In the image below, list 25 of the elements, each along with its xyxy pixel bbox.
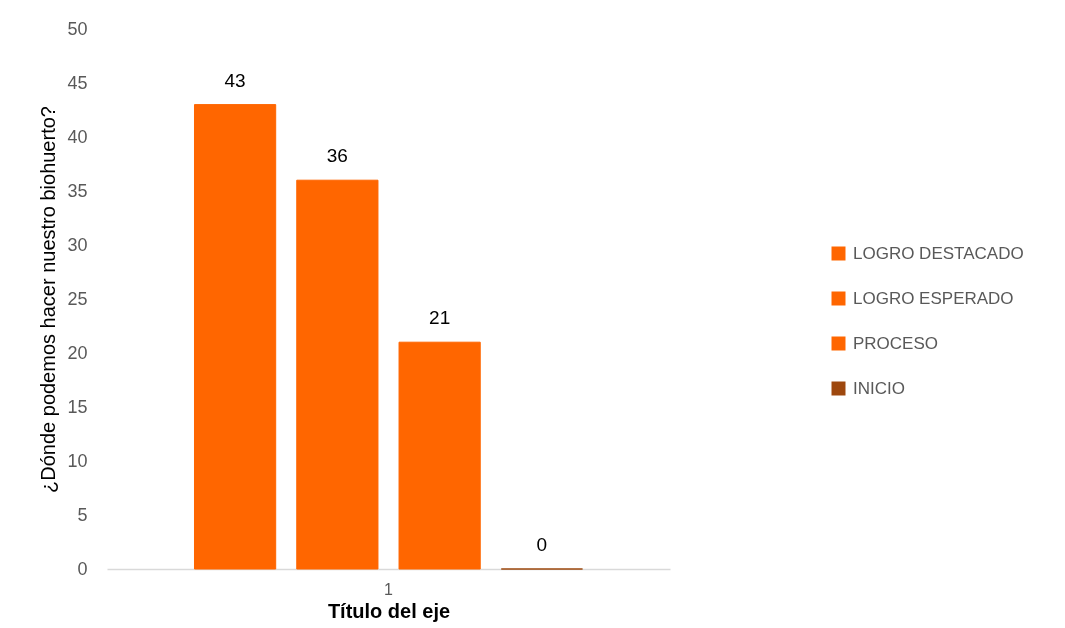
bar xyxy=(296,179,379,570)
y-tick-label: 35 xyxy=(67,180,88,201)
bar xyxy=(398,341,481,570)
y-tick-label: 30 xyxy=(67,234,88,255)
y-tick-label: 50 xyxy=(67,18,88,39)
y-tick-label: 15 xyxy=(67,396,88,417)
data-label: 0 xyxy=(536,534,548,555)
data-label: 21 xyxy=(429,307,451,329)
y-tick-label: 40 xyxy=(67,126,88,147)
legend-label: LOGRO ESPERADO xyxy=(853,288,1014,308)
y-tick-label: 20 xyxy=(67,342,88,363)
data-label: 43 xyxy=(224,69,246,91)
y-axis-title: ¿Dónde podemos hacer nuestro biohuerto? xyxy=(37,106,60,493)
y-tick-label: 10 xyxy=(67,450,88,471)
data-label: 36 xyxy=(326,145,348,167)
y-tick-label: 5 xyxy=(77,504,88,525)
y-tick-label: 45 xyxy=(67,72,88,93)
legend-label: INICIO xyxy=(853,378,905,398)
x-axis-title: Título del eje xyxy=(327,599,451,622)
legend-label: PROCESO xyxy=(853,333,939,353)
bar xyxy=(194,104,277,570)
x-tick-label: 1 xyxy=(384,580,394,598)
legend-label: LOGRO DESTACADO xyxy=(853,243,1024,263)
y-tick-label: 0 xyxy=(77,558,88,579)
y-tick-label: 25 xyxy=(67,288,88,309)
